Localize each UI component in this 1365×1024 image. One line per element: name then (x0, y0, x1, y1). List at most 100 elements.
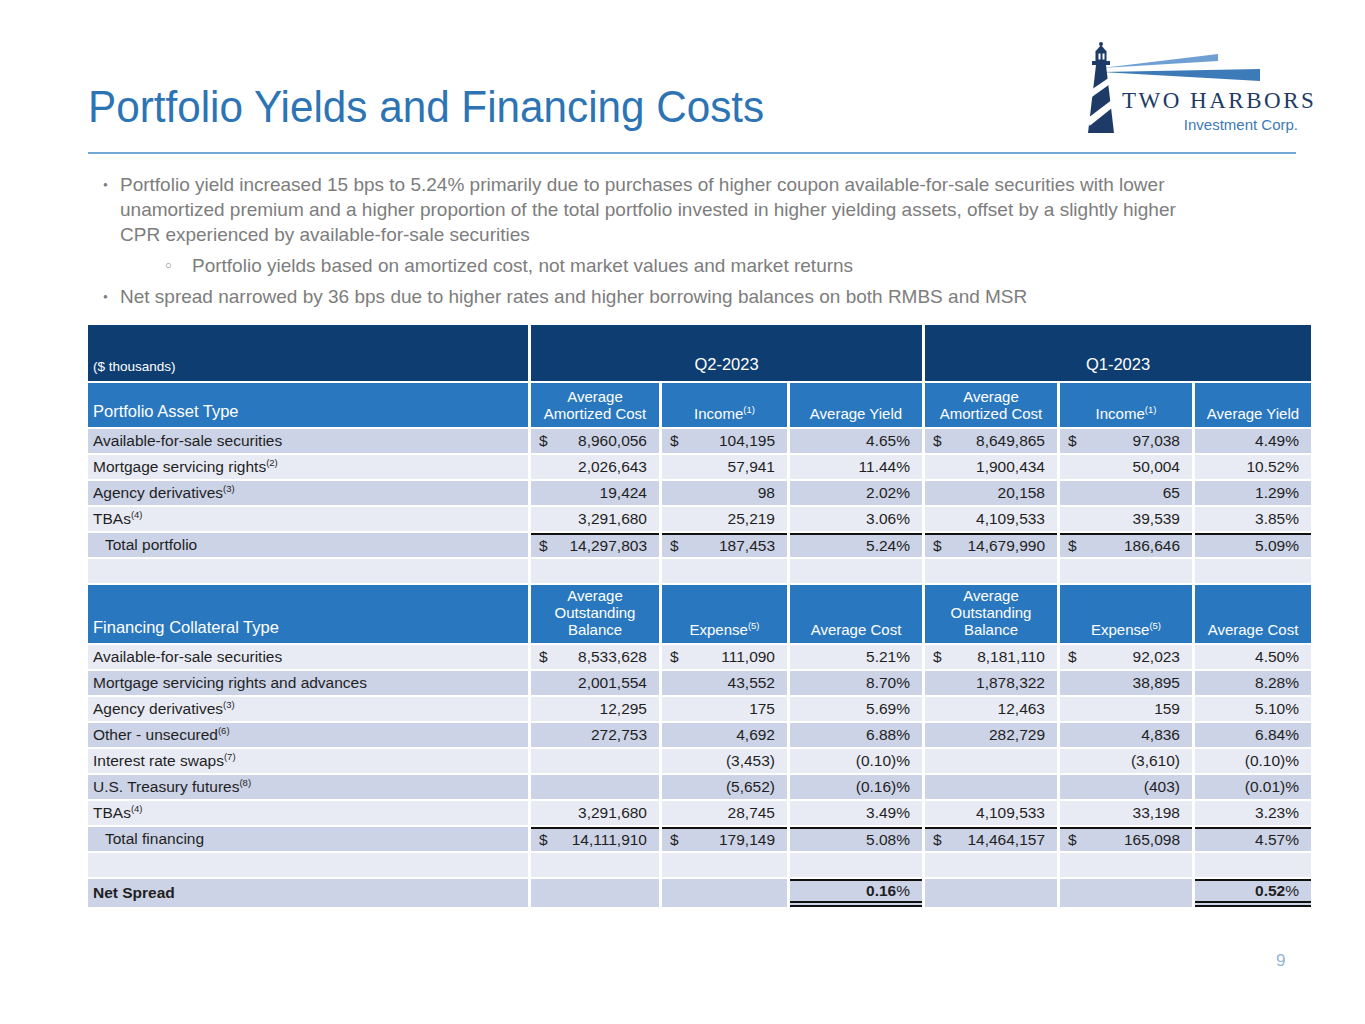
sub-bullet-item: ○ Portfolio yields based on amortized co… (165, 253, 1213, 278)
bullet-text: Portfolio yield increased 15 bps to 5.24… (120, 172, 1213, 247)
page-number: 9 (1276, 951, 1285, 971)
value-cell: $104,195 (662, 429, 787, 453)
value-cell: 4.49% (1195, 429, 1311, 453)
table-units-label: ($ thousands) (88, 325, 528, 381)
value-cell: 3.85% (1195, 507, 1311, 531)
column-header: Income(1) (662, 383, 787, 427)
value-cell: 12,295 (531, 697, 659, 721)
value-cell: $8,533,628 (531, 645, 659, 669)
value-cell: 43,552 (662, 671, 787, 695)
value-cell: 6.88% (790, 723, 922, 747)
column-header: Average Cost (1195, 585, 1311, 643)
bullet-text: Net spread narrowed by 36 bps due to hig… (120, 284, 1213, 309)
value-cell: 1.29% (1195, 481, 1311, 505)
value-cell: 5.10% (1195, 697, 1311, 721)
value-cell: 4.50% (1195, 645, 1311, 669)
value-cell: 33,198 (1060, 801, 1192, 825)
value-cell: 5.24% (790, 533, 922, 557)
value-cell: 39,539 (1060, 507, 1192, 531)
period-header: Q2-2023 (531, 325, 922, 381)
row-label: Agency derivatives(3) (88, 481, 528, 505)
value-cell: 4,109,533 (925, 801, 1057, 825)
value-cell: 5.69% (790, 697, 922, 721)
value-cell: $8,181,110 (925, 645, 1057, 669)
value-cell: 12,463 (925, 697, 1057, 721)
spacer-cell (531, 559, 659, 583)
value-cell: $111,090 (662, 645, 787, 669)
value-cell (925, 775, 1057, 799)
yields-financing-table: ($ thousands)Q2-2023Q1-2023Portfolio Ass… (85, 323, 1314, 909)
value-cell: 2.02% (790, 481, 922, 505)
value-cell: 4,836 (1060, 723, 1192, 747)
sub-bullet-marker: ○ (165, 253, 192, 278)
value-cell: 4,109,533 (925, 507, 1057, 531)
value-cell: 8.70% (790, 671, 922, 695)
value-cell: 272,753 (531, 723, 659, 747)
value-cell: $14,111,910 (531, 827, 659, 851)
value-cell: 25,219 (662, 507, 787, 531)
value-cell: 4,692 (662, 723, 787, 747)
value-cell: (3,610) (1060, 749, 1192, 773)
column-header: Expense(5) (1060, 585, 1192, 643)
value-cell: $14,679,990 (925, 533, 1057, 557)
net-spread-q1: 0.52% (1195, 879, 1311, 907)
value-cell: 50,004 (1060, 455, 1192, 479)
value-cell: 1,900,434 (925, 455, 1057, 479)
row-label: Total portfolio (88, 533, 528, 557)
value-cell: $92,023 (1060, 645, 1192, 669)
company-subtitle: Investment Corp. (1184, 116, 1298, 133)
value-cell: $8,960,056 (531, 429, 659, 453)
spacer-cell (88, 559, 528, 583)
value-cell: 3.49% (790, 801, 922, 825)
value-cell: $97,038 (1060, 429, 1192, 453)
value-cell: $179,149 (662, 827, 787, 851)
title-divider (88, 152, 1296, 154)
value-cell: 5.09% (1195, 533, 1311, 557)
company-logo: TWO HARBORS Investment Corp. (1078, 40, 1300, 140)
value-cell: 98 (662, 481, 787, 505)
row-label: TBAs(4) (88, 801, 528, 825)
spacer-cell (925, 853, 1057, 877)
company-name: TWO HARBORS (1122, 88, 1300, 114)
value-cell (531, 775, 659, 799)
section-row-header: Financing Collateral Type (88, 585, 528, 643)
value-cell: 6.84% (1195, 723, 1311, 747)
value-cell: 159 (1060, 697, 1192, 721)
row-label: TBAs(4) (88, 507, 528, 531)
column-header: Average Yield (1195, 383, 1311, 427)
bullet-list: ● Portfolio yield increased 15 bps to 5.… (88, 172, 1213, 309)
value-cell: 10.52% (1195, 455, 1311, 479)
value-cell: $8,649,865 (925, 429, 1057, 453)
column-header: Expense(5) (662, 585, 787, 643)
spacer-cell (531, 853, 659, 877)
value-cell: 57,941 (662, 455, 787, 479)
bullet-item: ● Portfolio yield increased 15 bps to 5.… (88, 172, 1213, 247)
value-cell: 4.57% (1195, 827, 1311, 851)
value-cell (531, 749, 659, 773)
value-cell: 11.44% (790, 455, 922, 479)
net-spread-q2: 0.16% (790, 879, 922, 907)
spacer-cell (1060, 853, 1192, 877)
spacer-cell (790, 853, 922, 877)
bullet-marker: ● (88, 284, 120, 309)
net-spread-label: Net Spread (88, 879, 528, 907)
value-cell: (0.10)% (790, 749, 922, 773)
value-cell: 5.21% (790, 645, 922, 669)
spacer-cell (1195, 853, 1311, 877)
spacer-cell (662, 559, 787, 583)
row-label: Mortgage servicing rights and advances (88, 671, 528, 695)
value-cell: 8.28% (1195, 671, 1311, 695)
value-cell: 1,878,322 (925, 671, 1057, 695)
value-cell: 5.08% (790, 827, 922, 851)
spacer-cell (790, 559, 922, 583)
row-label: Total financing (88, 827, 528, 851)
value-cell: (0.16)% (790, 775, 922, 799)
row-label: Other - unsecured(6) (88, 723, 528, 747)
value-cell: (403) (1060, 775, 1192, 799)
spacer-cell (1195, 559, 1311, 583)
value-cell: 4.65% (790, 429, 922, 453)
value-cell: 3,291,680 (531, 801, 659, 825)
column-header: Income(1) (1060, 383, 1192, 427)
value-cell: (0.01)% (1195, 775, 1311, 799)
row-label: Agency derivatives(3) (88, 697, 528, 721)
